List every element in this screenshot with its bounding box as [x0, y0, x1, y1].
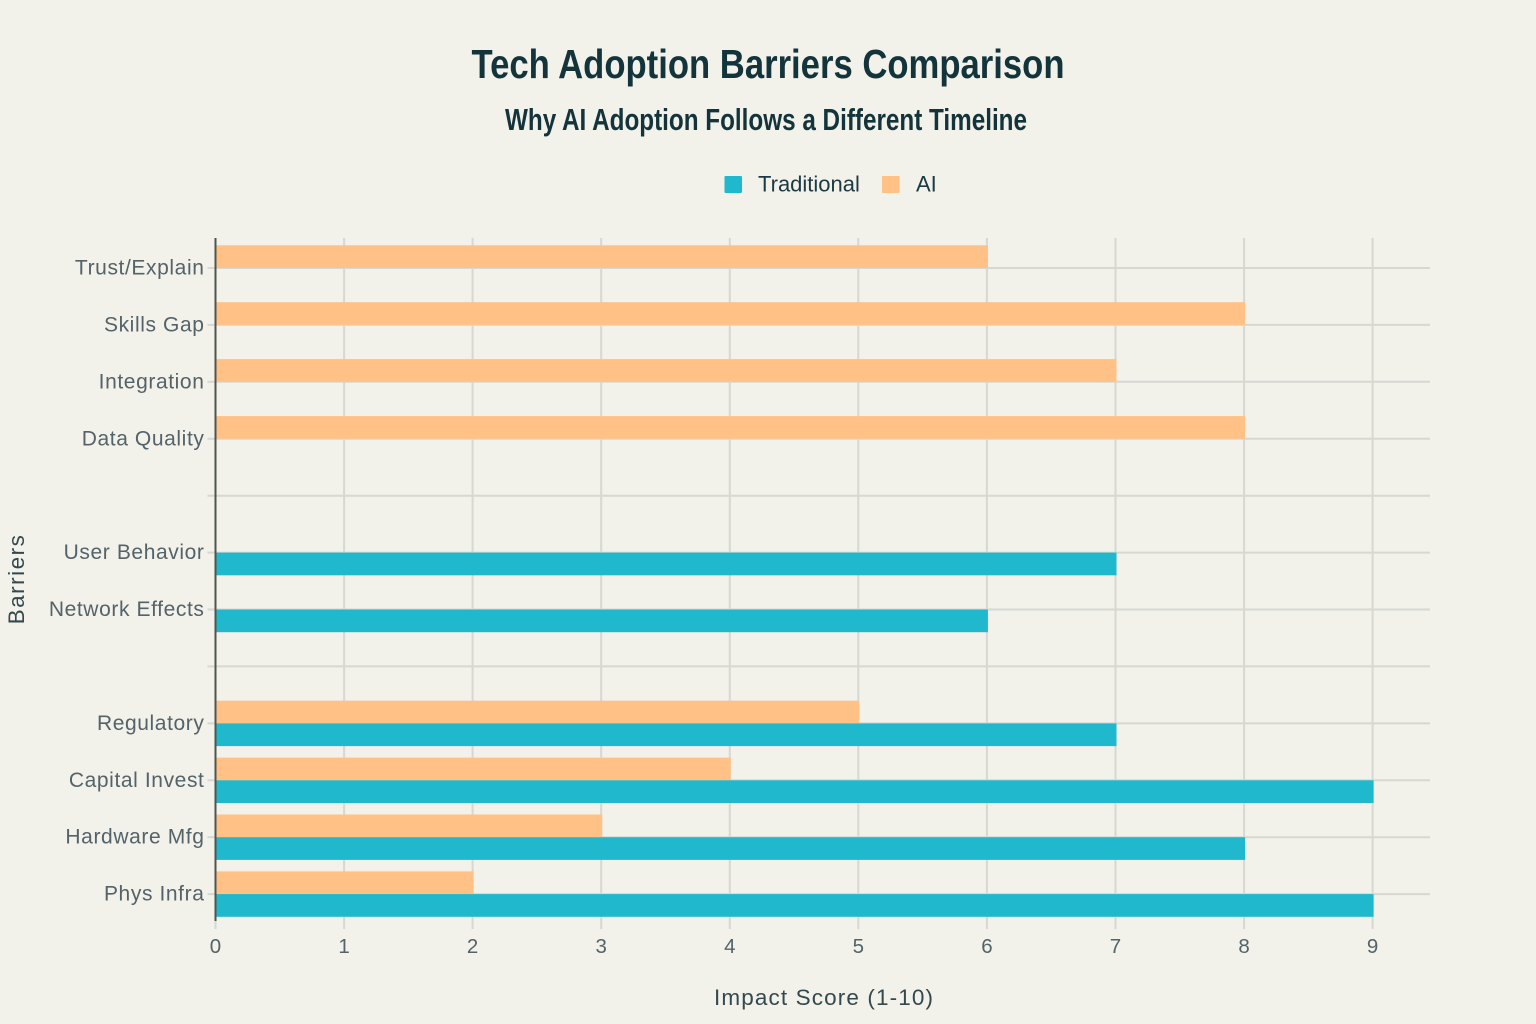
svg-text:Tech Adoption Barriers Compari: Tech Adoption Barriers Comparison [472, 41, 1065, 87]
svg-text:Integration: Integration [99, 370, 205, 393]
svg-text:6: 6 [981, 935, 992, 958]
svg-text:4: 4 [724, 935, 735, 958]
svg-text:AI: AI [916, 172, 937, 197]
svg-text:Trust/Explain: Trust/Explain [75, 257, 205, 280]
svg-text:Traditional: Traditional [758, 172, 860, 197]
svg-text:Why AI Adoption Follows a Diff: Why AI Adoption Follows a Different Time… [505, 103, 1027, 137]
svg-text:Phys Infra: Phys Infra [104, 883, 205, 906]
svg-text:Regulatory: Regulatory [97, 712, 205, 735]
svg-text:Impact Score (1-10): Impact Score (1-10) [714, 985, 933, 1010]
svg-text:Data Quality: Data Quality [82, 427, 205, 450]
svg-text:User Behavior: User Behavior [64, 541, 205, 564]
svg-text:Barriers: Barriers [4, 534, 29, 625]
svg-text:9: 9 [1367, 935, 1378, 958]
svg-text:3: 3 [595, 935, 606, 958]
svg-text:8: 8 [1238, 935, 1249, 958]
svg-text:Hardware Mfg: Hardware Mfg [65, 826, 204, 849]
svg-text:Network Effects: Network Effects [49, 598, 205, 621]
svg-text:1: 1 [338, 935, 349, 958]
svg-text:7: 7 [1110, 935, 1121, 958]
svg-text:2: 2 [467, 935, 478, 958]
svg-text:Capital Invest: Capital Invest [69, 769, 205, 792]
svg-text:0: 0 [210, 935, 221, 958]
svg-text:Skills Gap: Skills Gap [104, 313, 205, 336]
svg-text:5: 5 [853, 935, 864, 958]
